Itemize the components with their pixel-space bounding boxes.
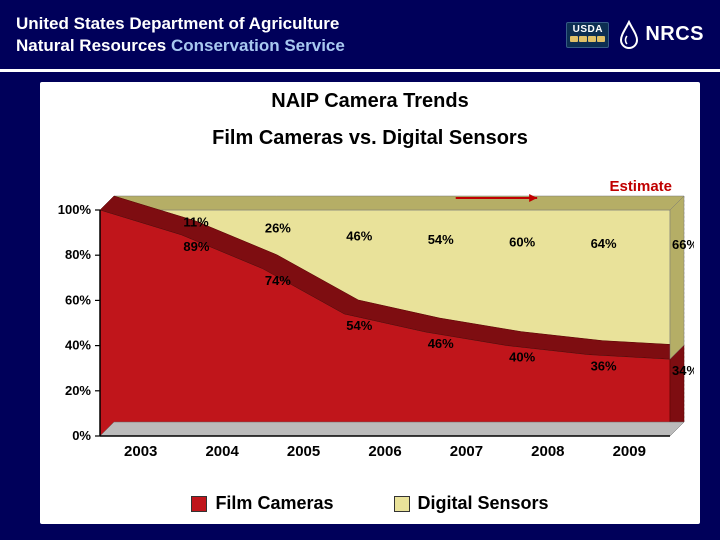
legend-swatch-digital [394,496,410,512]
svg-text:80%: 80% [65,247,91,262]
svg-text:60%: 60% [509,234,535,249]
svg-text:34%: 34% [672,363,694,378]
header-line2: Natural Resources Conservation Service [16,35,566,56]
chart-area: 0% 20% 40% 60% 80% 100% 2003 2004 2005 2006 2007 20… [46,174,694,460]
svg-text:2003: 2003 [124,443,157,460]
header-line1: United States Department of Agriculture [16,13,566,34]
svg-text:0%: 0% [72,428,91,443]
svg-text:20%: 20% [65,383,91,398]
header-line2a: Natural Resources [16,36,166,55]
svg-text:2005: 2005 [287,443,320,460]
header-text: United States Department of Agriculture … [16,13,566,56]
usda-logo: USDA [566,22,609,48]
legend: Film Cameras Digital Sensors [40,493,700,514]
usda-logo-bars [570,36,605,42]
water-drop-icon [617,20,641,50]
svg-text:2009: 2009 [613,443,646,460]
legend-label-digital: Digital Sensors [418,493,549,514]
header-line2b: Conservation Service [171,36,345,55]
legend-item-digital: Digital Sensors [394,493,549,514]
svg-text:40%: 40% [509,350,535,365]
svg-text:2006: 2006 [368,443,401,460]
svg-text:40%: 40% [65,338,91,353]
stacked-area-chart: 0% 20% 40% 60% 80% 100% 2003 2004 2005 2006 2007 20… [46,174,694,460]
svg-text:2007: 2007 [450,443,483,460]
svg-text:64%: 64% [591,236,617,251]
svg-text:89%: 89% [183,239,209,254]
svg-text:46%: 46% [346,229,372,244]
content-panel: NAIP Camera Trends Film Cameras vs. Digi… [40,82,700,524]
svg-text:2008: 2008 [531,443,564,460]
svg-text:74%: 74% [265,273,291,288]
svg-text:11%: 11% [183,214,209,229]
svg-text:60%: 60% [65,292,91,307]
svg-text:46%: 46% [428,336,454,351]
svg-text:36%: 36% [591,359,617,374]
svg-text:100%: 100% [58,202,92,217]
legend-item-film: Film Cameras [191,493,333,514]
header-bar: United States Department of Agriculture … [0,0,720,72]
svg-text:26%: 26% [265,221,291,236]
header-logos: USDA NRCS [566,20,704,50]
nrcs-logo: NRCS [617,20,704,50]
svg-text:54%: 54% [428,232,454,247]
svg-text:66%: 66% [672,237,694,252]
usda-logo-text: USDA [573,24,603,35]
svg-text:54%: 54% [346,318,372,333]
svg-text:2004: 2004 [205,443,239,460]
legend-label-film: Film Cameras [215,493,333,514]
chart-title-1: NAIP Camera Trends [40,90,700,113]
legend-swatch-film [191,496,207,512]
nrcs-logo-text: NRCS [645,23,704,46]
chart-title-2: Film Cameras vs. Digital Sensors [40,127,700,150]
